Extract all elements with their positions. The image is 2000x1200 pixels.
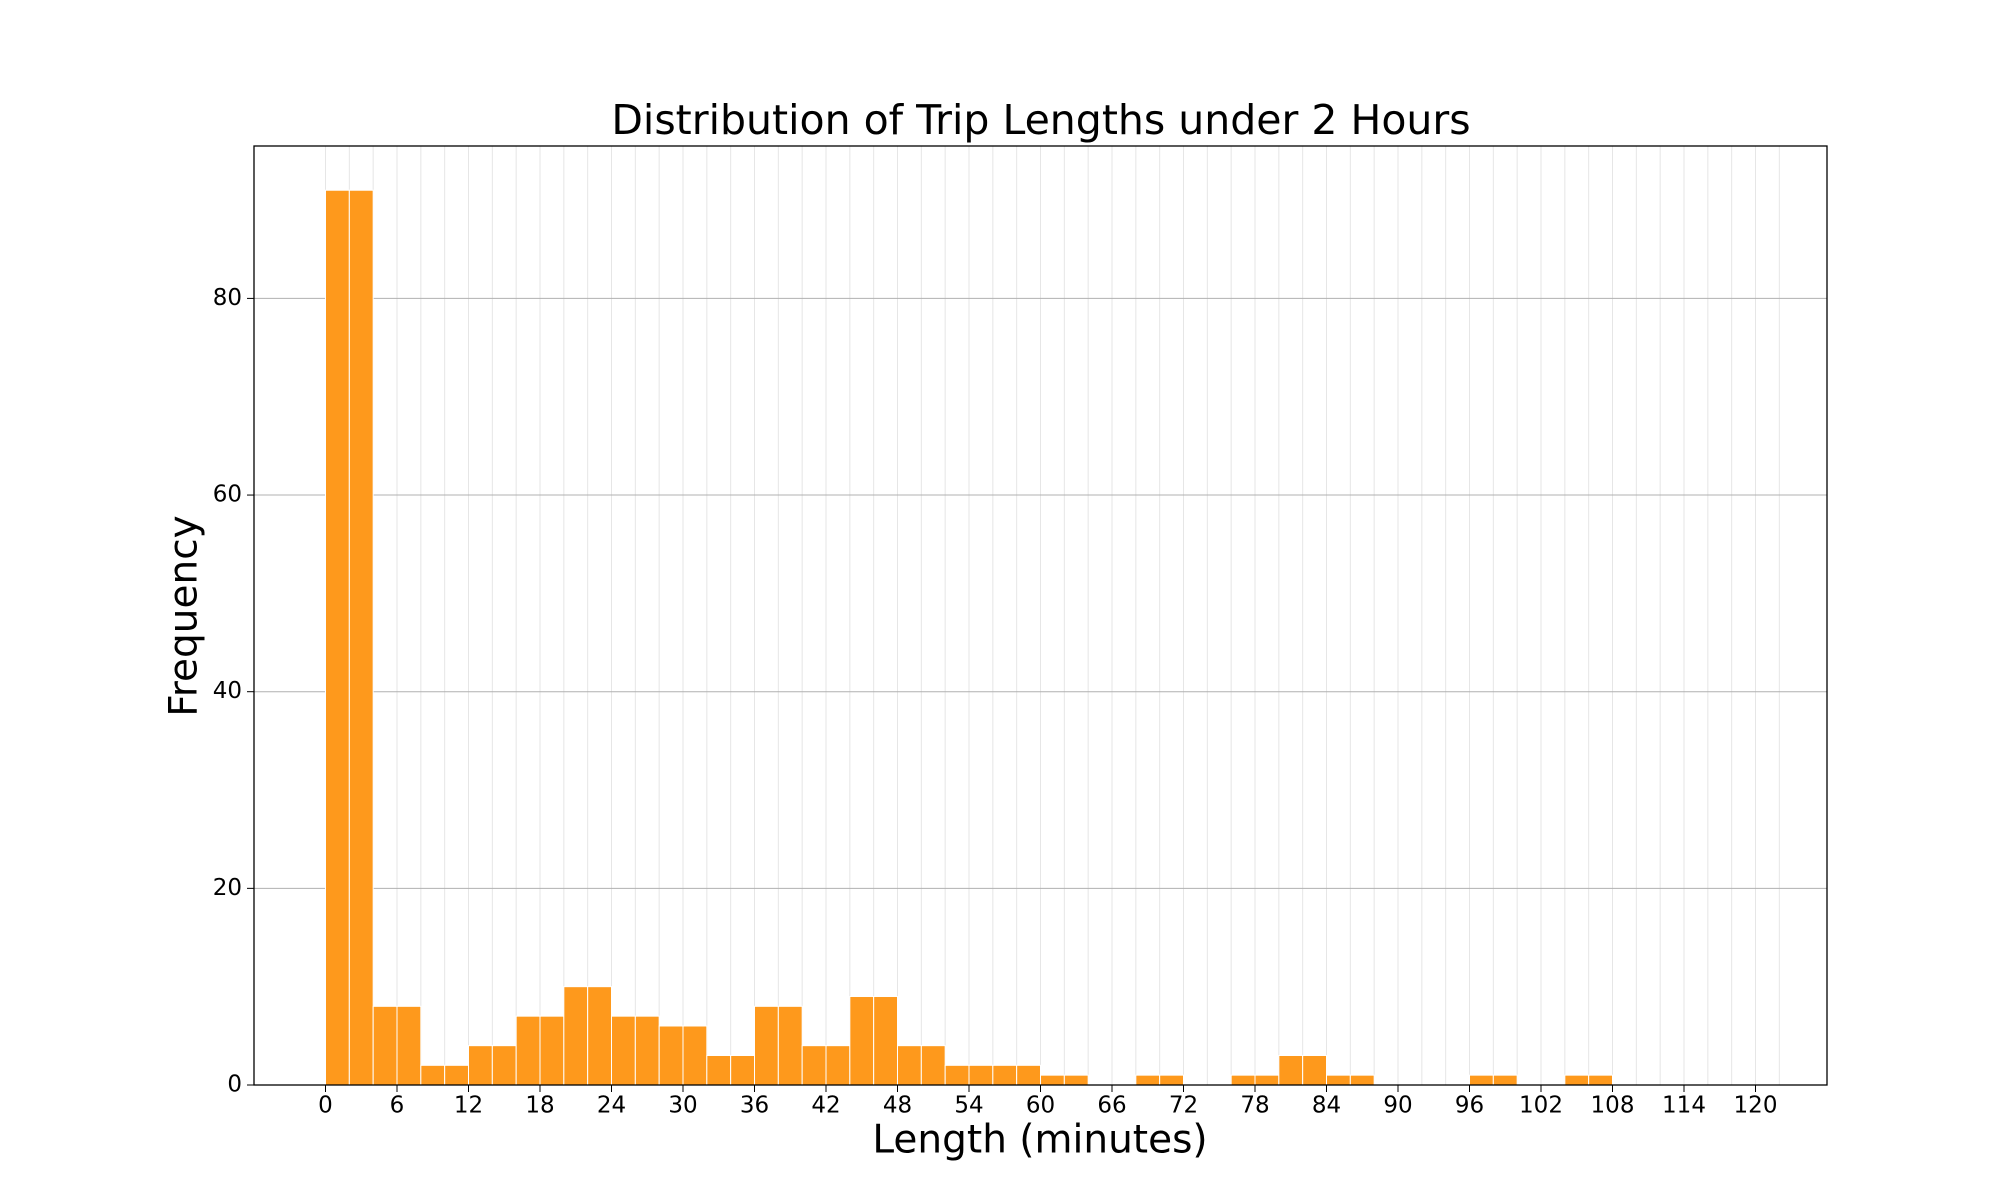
bar: [420, 1064, 446, 1086]
x-tick-label: 54: [954, 1093, 983, 1119]
y-tick-label: 60: [213, 482, 242, 508]
bar: [1349, 1074, 1375, 1086]
x-tick-label: 72: [1169, 1093, 1198, 1119]
x-tick-label: 30: [668, 1093, 697, 1119]
bar: [849, 996, 875, 1086]
bar: [611, 1015, 636, 1086]
bar: [658, 1025, 684, 1086]
x-tick-label: 42: [811, 1093, 840, 1119]
bar: [1063, 1074, 1089, 1086]
x-tick-label: 12: [454, 1093, 483, 1119]
x-tick-label: 78: [1240, 1093, 1269, 1119]
bar: [754, 1005, 779, 1086]
bar: [1278, 1055, 1304, 1086]
x-tick-label: 60: [1026, 1093, 1055, 1119]
bar: [801, 1045, 827, 1086]
bar: [1564, 1074, 1590, 1086]
bar: [563, 986, 589, 1086]
bar: [777, 1005, 803, 1086]
bar: [944, 1064, 970, 1086]
x-tick-label: 0: [318, 1093, 333, 1119]
bar: [1469, 1074, 1494, 1086]
bar: [1492, 1074, 1518, 1086]
x-tick-label: 24: [597, 1093, 626, 1119]
chart-title: Distribution of Trip Lengths under 2 Hou…: [611, 96, 1470, 144]
bar: [682, 1025, 708, 1086]
bar: [992, 1064, 1018, 1086]
bar: [491, 1045, 517, 1086]
y-tick-label: 40: [213, 678, 242, 704]
bar: [539, 1015, 565, 1086]
x-tick-label: 48: [883, 1093, 912, 1119]
bar: [372, 1005, 398, 1086]
bar: [348, 189, 374, 1086]
bar: [325, 189, 350, 1086]
bar: [730, 1055, 756, 1086]
x-tick-label: 108: [1591, 1093, 1635, 1119]
y-tick-label: 20: [213, 875, 242, 901]
x-tick-label: 102: [1519, 1093, 1563, 1119]
x-tick-label: 84: [1312, 1093, 1341, 1119]
x-tick-label: 6: [390, 1093, 405, 1119]
bar: [396, 1005, 422, 1086]
x-tick-label: 96: [1455, 1093, 1484, 1119]
bar: [515, 1015, 541, 1086]
x-tick-label: 66: [1097, 1093, 1126, 1119]
bar: [1230, 1074, 1256, 1086]
x-tick-label: 36: [740, 1093, 769, 1119]
bar: [1302, 1055, 1327, 1086]
bar: [1588, 1074, 1613, 1086]
x-tick-label: 120: [1734, 1093, 1778, 1119]
bar: [920, 1045, 946, 1086]
bar: [1254, 1074, 1280, 1086]
bar: [587, 986, 613, 1086]
x-tick-label: 114: [1662, 1093, 1706, 1119]
bar: [873, 996, 899, 1086]
bar: [1040, 1074, 1065, 1086]
bar: [706, 1055, 732, 1086]
x-tick-label: 90: [1383, 1093, 1412, 1119]
bar: [1159, 1074, 1184, 1086]
y-axis-label: Frequency: [162, 515, 207, 716]
bar: [1016, 1064, 1042, 1086]
x-axis-label: Length (minutes): [872, 1118, 1207, 1163]
bar: [1135, 1074, 1161, 1086]
bar: [897, 1045, 922, 1086]
y-tick-label: 0: [227, 1072, 242, 1098]
bar: [444, 1064, 469, 1086]
x-tick-label: 18: [525, 1093, 554, 1119]
bar: [1326, 1074, 1351, 1086]
bar: [825, 1045, 851, 1086]
plot-frame: [253, 145, 1828, 1086]
bar: [968, 1064, 994, 1086]
bar: [634, 1015, 660, 1086]
bar: [468, 1045, 493, 1086]
y-tick-label: 80: [213, 285, 242, 311]
